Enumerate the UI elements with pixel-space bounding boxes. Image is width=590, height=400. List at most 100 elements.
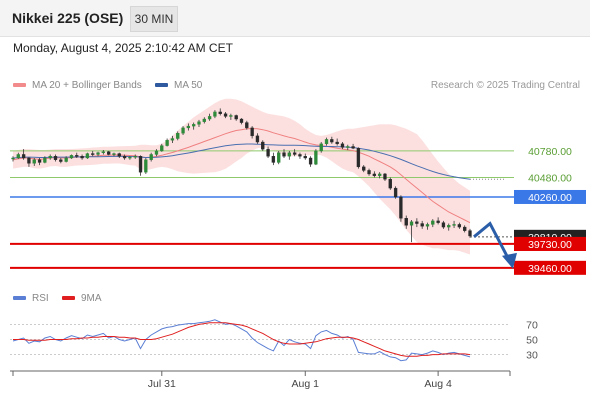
candle <box>303 153 307 160</box>
candle-up <box>314 150 318 165</box>
candle-down <box>420 223 424 227</box>
x-tick-label-2: Aug 4 <box>424 378 452 390</box>
candle-down <box>21 154 26 159</box>
candle-down <box>399 196 403 219</box>
candle-down <box>27 157 31 164</box>
level-label-bg-2 <box>514 189 586 204</box>
candle-down <box>303 156 307 159</box>
level-label-top: 39730.00 <box>528 239 572 251</box>
candle <box>292 149 297 157</box>
candle <box>149 152 153 162</box>
candle-up <box>213 111 217 117</box>
candle-up <box>202 118 206 122</box>
candle <box>91 150 95 157</box>
candle-up <box>186 125 191 129</box>
candle-up <box>447 225 451 228</box>
candle-up <box>32 159 36 164</box>
candle <box>117 152 121 158</box>
candle <box>245 120 249 130</box>
legend-rsi: RSI <box>13 293 49 304</box>
candle-down <box>106 151 111 155</box>
legend-swatch-ma20 <box>13 83 26 88</box>
candle-down <box>372 173 377 176</box>
candle <box>468 228 472 238</box>
copyright-text: Research © 2025 Trading Central <box>430 80 580 91</box>
candle-up <box>192 124 196 127</box>
candle-down <box>261 141 265 150</box>
legend-ma20-bollinger: MA 20 + Bollinger Bands <box>13 80 142 91</box>
candle <box>186 123 191 131</box>
candle <box>27 157 31 167</box>
candle-down <box>463 226 467 231</box>
candle <box>340 142 345 150</box>
candle <box>192 122 196 130</box>
level-label-bg-top <box>514 236 586 251</box>
candle <box>223 111 228 119</box>
rsi-series-9ma <box>13 322 471 357</box>
candle-down <box>340 143 345 148</box>
candle-down <box>75 155 79 157</box>
candle-up <box>324 139 329 145</box>
candle <box>75 152 79 158</box>
candle <box>378 172 382 179</box>
candle <box>452 220 456 228</box>
candle-up <box>128 156 132 159</box>
candle <box>112 152 116 157</box>
candle-down <box>218 111 222 114</box>
candle-down <box>415 221 419 224</box>
candle <box>154 149 159 157</box>
legend-swatch-ma50 <box>155 83 168 88</box>
candle <box>372 171 377 178</box>
candle <box>362 165 366 173</box>
candle <box>271 152 276 166</box>
candle-up <box>112 153 116 155</box>
candle-up <box>207 116 212 120</box>
candle <box>425 222 430 230</box>
candle <box>16 152 20 159</box>
candle-up <box>452 224 456 226</box>
candle <box>218 108 222 116</box>
candle <box>463 225 467 233</box>
candle <box>319 142 323 153</box>
candle-down <box>330 139 334 143</box>
candle <box>356 147 361 169</box>
candle-down <box>292 152 297 155</box>
candle-up <box>229 115 233 117</box>
instrument-title: Nikkei 225 (OSE) <box>12 10 124 26</box>
rsi-tick-label-1: 50 <box>526 335 538 347</box>
candle <box>324 137 329 146</box>
candle-down <box>91 153 95 155</box>
rsi-tick-label-2: 70 <box>526 319 538 331</box>
candle <box>447 223 451 231</box>
candle-down <box>383 173 387 180</box>
legend-ma50: MA 50 <box>155 80 202 91</box>
candle-down <box>138 156 143 173</box>
candle-down <box>255 135 260 143</box>
candle <box>43 156 47 164</box>
candle-down <box>356 148 361 168</box>
candle-down <box>367 170 371 175</box>
candle <box>133 154 137 159</box>
candle <box>441 220 446 229</box>
candle <box>335 138 339 146</box>
candle-up <box>409 221 414 226</box>
candle-up <box>11 157 15 160</box>
candle <box>21 149 26 160</box>
candle-down <box>266 148 270 157</box>
level-label-bg-4 <box>514 260 586 275</box>
candle <box>239 118 244 125</box>
level-label-4: 39460.00 <box>528 263 572 275</box>
candle <box>282 149 286 158</box>
candle <box>64 156 68 163</box>
candle <box>287 150 291 160</box>
projection-arrow-head <box>502 252 517 269</box>
candle <box>80 154 84 160</box>
candle <box>404 215 408 229</box>
bollinger-band-fill <box>13 98 470 255</box>
candle <box>176 131 180 141</box>
candle <box>197 119 201 127</box>
candle <box>11 156 15 162</box>
interval-button[interactable]: 30 MIN <box>130 6 178 32</box>
candle-up <box>277 152 281 163</box>
